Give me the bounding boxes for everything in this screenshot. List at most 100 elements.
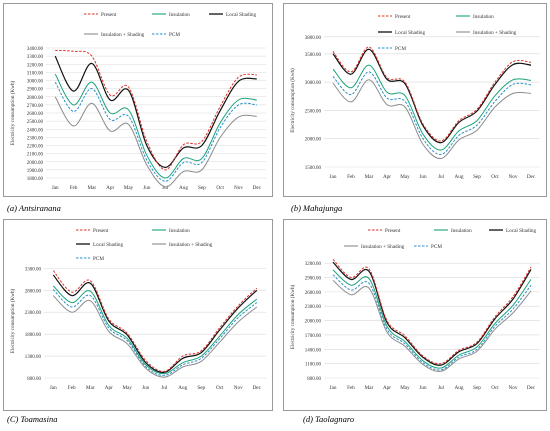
y-tick-label: 2000.00 [27, 161, 44, 166]
legend-label: PCM [431, 244, 442, 250]
legend-label: Insulation + Shading [473, 30, 517, 36]
x-tick-label: Oct [491, 174, 499, 180]
series-line-insulation [332, 64, 532, 151]
y-axis-label: Electricity consumption (Kwh) [9, 288, 16, 353]
legend-label: Present [395, 14, 411, 20]
chart-svg-a: 1800.00 1900.00 2000.00 2100.00 2200.00 2300.… [9, 12, 266, 191]
y-tick-label: 3000.00 [305, 81, 322, 86]
y-tick-label: 2500.00 [27, 120, 44, 125]
legend-label: Local Shading [226, 12, 257, 18]
series-line-pcm [52, 289, 258, 376]
chart-panel-c: 800.00 1300.00 1800.00 2300.00 2800.00 3300.0… [3, 219, 273, 429]
y-tick-label: 1300.00 [25, 355, 42, 360]
y-tick-label: 1800.00 [25, 333, 42, 338]
series-line-insulation-shading [332, 280, 532, 372]
y-tick-label: 2000.00 [305, 320, 322, 325]
chart-panel-a: 1800.00 1900.00 2000.00 2100.00 2200.00 2300.… [3, 3, 273, 215]
caption-b: (b) Mahajunga [291, 203, 342, 213]
y-tick-label: 2300.00 [25, 311, 42, 316]
x-tick-label: Nov [234, 385, 243, 391]
caption-d-letter: (d) [303, 414, 313, 424]
y-tick-label: 2900.00 [305, 277, 322, 282]
legend-label: Insulation + Shading [169, 242, 213, 248]
caption-b-name: Mahajunga [303, 203, 343, 213]
legend-label: Local Shading [93, 242, 124, 248]
y-tick-label: 1800.00 [27, 177, 44, 182]
y-tick-label: 1100.00 [305, 363, 322, 368]
x-tick-label: Jan [52, 185, 59, 191]
chart-svg-b: 1500.00 2000.00 2500.00 3000.00 3500.00 3800.… [289, 14, 540, 180]
caption-c-name: Toamasina [20, 414, 58, 424]
legend-label: Present [101, 12, 117, 18]
series-line-insulation-shading [52, 295, 258, 378]
x-tick-label: Feb [347, 385, 355, 391]
x-tick-label: Sep [197, 385, 205, 391]
x-tick-label: Jun [143, 185, 151, 191]
y-tick-label: 2800.00 [27, 96, 44, 101]
caption-b-letter: (b) [291, 203, 301, 213]
series-line-pcm [332, 71, 532, 156]
y-tick-label: 1400.00 [305, 348, 322, 353]
x-tick-label: Jul [438, 385, 445, 391]
x-tick-label: Mar [365, 385, 374, 391]
legend-label: Insulation [473, 14, 494, 20]
y-tick-label: 3400.00 [27, 47, 44, 52]
y-tick-label: 800.00 [307, 377, 321, 382]
series-line-local-shading [332, 48, 532, 144]
legend-label: PCM [395, 46, 406, 52]
y-tick-label: 2200.00 [27, 145, 44, 150]
x-tick-label: Nov [509, 174, 518, 180]
x-tick-label: Feb [70, 185, 78, 191]
chart-frame-b: 1500.00 2000.00 2500.00 3000.00 3500.00 3800.… [283, 3, 547, 197]
y-tick-label: 2700.00 [27, 104, 44, 109]
x-tick-label: Mar [86, 385, 95, 391]
x-tick-label: Jan [330, 385, 337, 391]
y-tick-label: 2300.00 [305, 305, 322, 310]
y-tick-label: 3000.00 [27, 80, 44, 85]
x-tick-label: Aug [455, 174, 464, 180]
series-line-present [55, 49, 257, 171]
x-tick-label: Dec [253, 185, 262, 191]
x-tick-label: Jun [419, 174, 427, 180]
y-tick-label: 3300.00 [25, 267, 42, 272]
legend-label: Insulation + Shading [361, 244, 405, 250]
series-line-local-shading [52, 274, 258, 373]
x-tick-label: Nov [509, 385, 518, 391]
y-axis-label: Electricity consumption (Kwh) [289, 68, 296, 133]
x-tick-label: Jul [162, 185, 169, 191]
x-tick-label: Oct [491, 385, 499, 391]
y-axis-label: Electricity consumption (Kwh) [289, 284, 296, 349]
x-tick-label: Aug [178, 385, 187, 391]
x-tick-label: Apr [383, 385, 391, 391]
x-tick-label: Dec [527, 174, 536, 180]
chart-panel-b: 1500.00 2000.00 2500.00 3000.00 3500.00 3800.… [283, 3, 547, 215]
series-line-insulation [52, 285, 258, 375]
y-tick-label: 3300.00 [27, 55, 44, 60]
chart-svg-c: 800.00 1300.00 1800.00 2300.00 2800.00 3300.0… [9, 228, 266, 391]
x-tick-label: May [400, 385, 410, 391]
x-tick-label: Feb [347, 174, 355, 180]
x-tick-label: Dec [253, 385, 262, 391]
series-line-present [52, 270, 258, 372]
x-tick-label: Dec [527, 385, 536, 391]
x-tick-label: Sep [473, 385, 481, 391]
x-tick-label: Nov [234, 185, 243, 191]
y-tick-label: 1900.00 [27, 169, 44, 174]
y-tick-label: 2100.00 [27, 153, 44, 158]
legend-label: Local Shading [395, 30, 426, 36]
x-tick-label: May [122, 385, 132, 391]
caption-c: (C) Toamasina [7, 414, 57, 424]
x-tick-label: Sep [198, 185, 206, 191]
y-tick-label: 3500.00 [305, 53, 322, 58]
series-line-local-shading [332, 261, 532, 366]
x-tick-label: May [124, 185, 134, 191]
x-tick-label: Jul [438, 174, 445, 180]
caption-a: (a) Antsiranana [7, 203, 61, 213]
series-line-pcm [332, 274, 532, 371]
y-tick-label: 2000.00 [305, 138, 322, 143]
x-tick-label: Apr [105, 385, 113, 391]
x-tick-label: May [400, 174, 410, 180]
x-tick-label: Sep [473, 174, 481, 180]
legend-label: Insulation + Shading [101, 32, 145, 38]
legend-label: Insulation [169, 12, 190, 18]
